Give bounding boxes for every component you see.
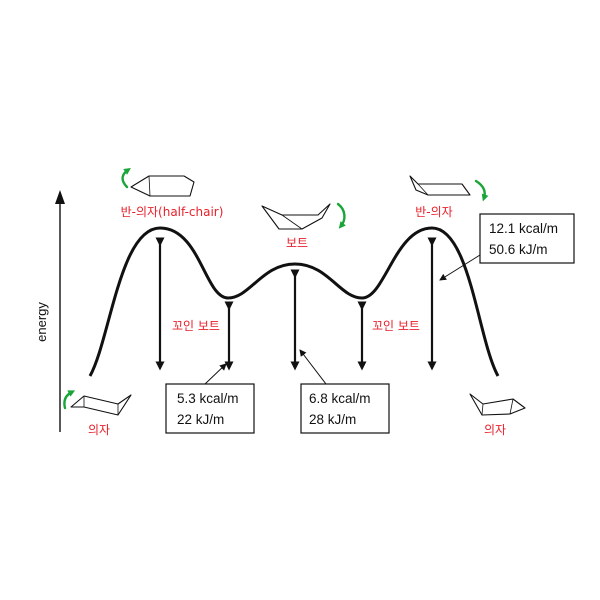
label-chair-left: 의자 <box>88 423 110 437</box>
label-twist-boat-left: 꼬인 보트 <box>172 319 220 333</box>
energy-axis-label: energy <box>34 302 49 342</box>
cyclohexane-boat-icon <box>261 203 331 230</box>
label-half-chair-right: 반-의자 <box>415 205 452 219</box>
half-chair-kcal: 12.1 kcal/m <box>489 221 558 236</box>
boat-energy-box: 6.8 kcal/m 28 kJ/m <box>300 383 390 434</box>
boat-kj: 28 kJ/m <box>309 412 356 427</box>
label-chair-right: 의자 <box>484 423 506 437</box>
rotation-arrow-icon <box>474 179 489 202</box>
cyclohexane-half-chair-icon <box>409 175 471 196</box>
label-boat: 보트 <box>286 236 308 250</box>
boat-kcal: 6.8 kcal/m <box>309 391 371 406</box>
half-chair-energy-box: 12.1 kcal/m 50.6 kJ/m <box>479 213 575 264</box>
rotation-arrow-icon <box>121 168 131 189</box>
energy-gap-arrows <box>155 237 437 371</box>
label-twist-boat-right: 꼬인 보트 <box>372 319 420 333</box>
energy-axis: energy <box>34 190 65 432</box>
twist-boat-energy-box: 5.3 kcal/m 22 kJ/m <box>165 383 255 434</box>
energy-curve <box>88 226 500 377</box>
rotation-arrow-icon <box>63 390 76 410</box>
twist-boat-kcal: 5.3 kcal/m <box>177 391 239 406</box>
twist-boat-kj: 22 kJ/m <box>177 412 224 427</box>
label-half-chair-left: 반-의자(half-chair) <box>121 205 224 219</box>
half-chair-kj: 50.6 kJ/m <box>489 242 548 257</box>
pointer-lines <box>204 254 481 385</box>
cyclohexane-chair-icon <box>70 394 132 416</box>
rotation-arrow-icon <box>336 202 346 229</box>
cyclohexane-chair-icon <box>469 393 526 416</box>
cyclohexane-half-chair-icon <box>130 175 195 197</box>
